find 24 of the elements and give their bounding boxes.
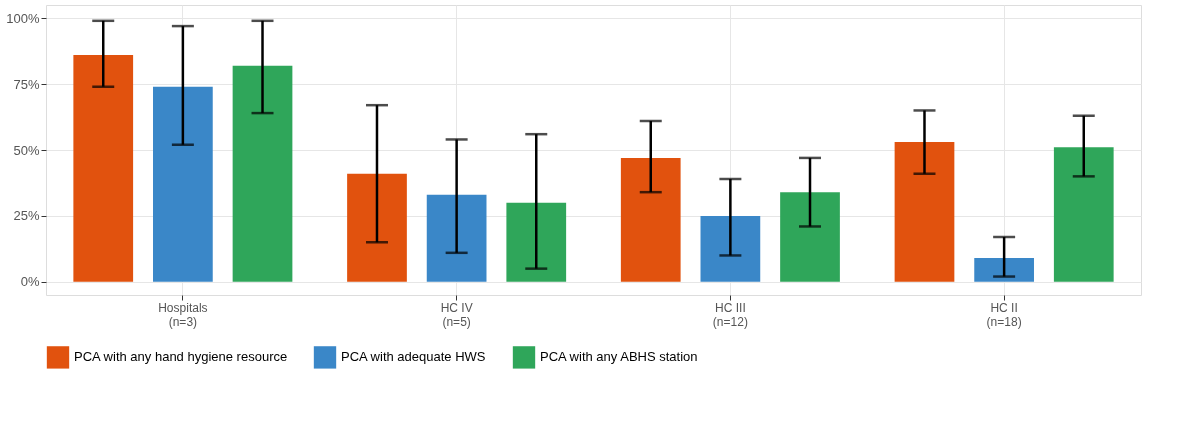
legend-label: PCA with any hand hygiene resource xyxy=(74,349,288,365)
y-tick-label: 0% xyxy=(20,274,40,290)
x-tick-label: HC III (n=12) xyxy=(712,300,748,329)
bar xyxy=(426,194,487,282)
bar xyxy=(347,173,407,282)
bar xyxy=(780,192,840,282)
bar xyxy=(700,215,761,282)
bar xyxy=(232,65,293,282)
legend-label: PCA with adequate HWS xyxy=(341,349,486,365)
y-tick-label: 75% xyxy=(13,76,40,92)
x-tick-label: HC IV (n=5) xyxy=(440,300,473,329)
bar xyxy=(153,86,213,282)
x-tick-label: Hospitals (n=3) xyxy=(158,300,208,329)
y-tick-label: 25% xyxy=(13,208,40,224)
legend-label: PCA with any ABHS station xyxy=(540,349,698,365)
y-tick-label: 100% xyxy=(6,10,40,26)
bar xyxy=(894,142,955,282)
y-tick-label: 50% xyxy=(13,142,40,158)
bar xyxy=(506,202,567,282)
bar xyxy=(73,55,134,282)
x-tick-label: HC II (n=18) xyxy=(986,300,1022,329)
bar xyxy=(620,157,681,282)
bar xyxy=(1053,147,1114,282)
bar xyxy=(974,258,1034,282)
